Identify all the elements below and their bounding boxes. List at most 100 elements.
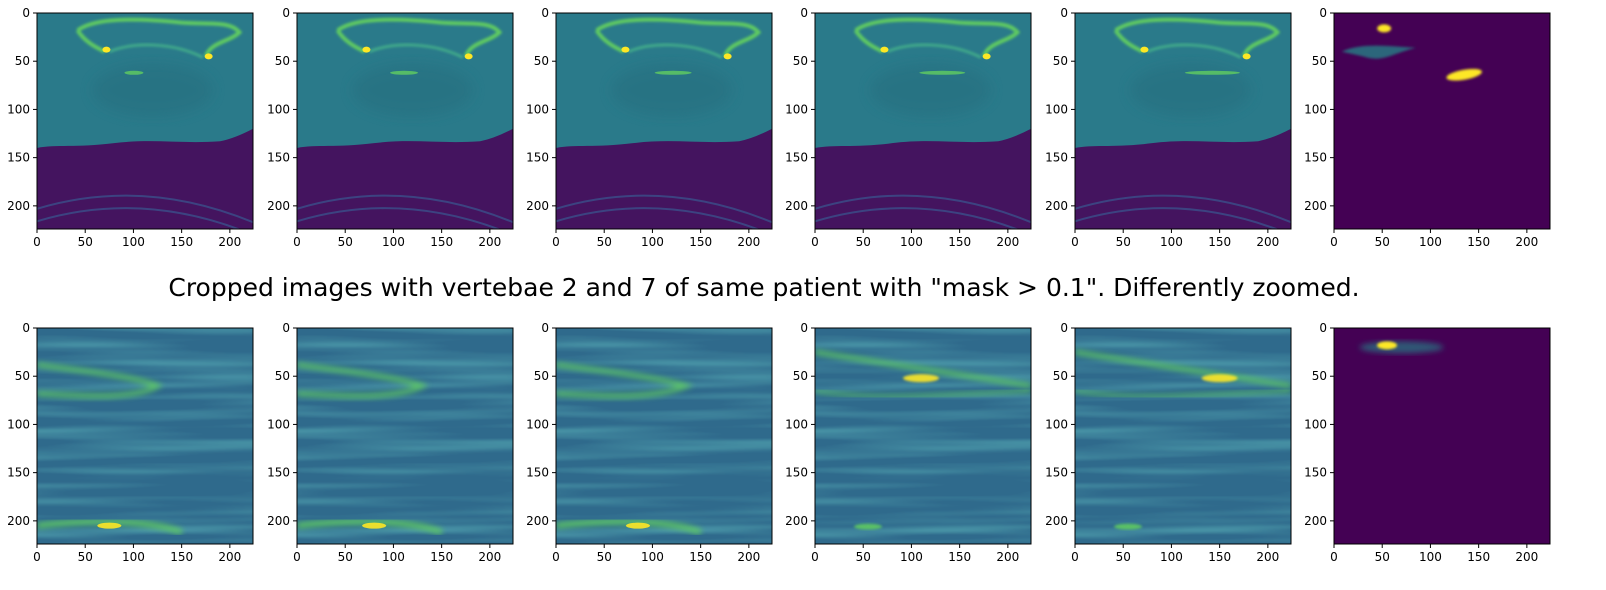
x-tick-label: 150 [430, 235, 453, 249]
x-tick-label: 0 [293, 550, 301, 564]
y-tick-label: 0 [1319, 321, 1327, 335]
y-tick-label: 0 [1060, 321, 1068, 335]
x-tick-label: 150 [948, 235, 971, 249]
x-tick-label: 50 [856, 550, 871, 564]
x-tick-label: 50 [597, 235, 612, 249]
y-tick-label: 150 [7, 466, 30, 480]
y-tick-label: 150 [1304, 466, 1327, 480]
x-tick-label: 0 [811, 550, 819, 564]
y-tick-label: 200 [785, 199, 808, 213]
x-tick-label: 100 [900, 235, 923, 249]
cropped-row-panel-4: 0 50 100 150 200 0 50 100 150 200 [785, 321, 1032, 564]
x-tick-label: 50 [1116, 550, 1131, 564]
y-tick-label: 50 [793, 369, 808, 383]
axes-frame [1074, 327, 1292, 545]
y-tick-label: 0 [1319, 6, 1327, 20]
y-tick-label: 150 [267, 466, 290, 480]
x-tick-label: 200 [1256, 550, 1279, 564]
y-tick-label: 150 [1045, 466, 1068, 480]
cropped-row-panel-6: 0 50 100 150 200 0 50 100 150 200 [1304, 321, 1551, 564]
ct-slice-image [814, 12, 1032, 230]
ct-slice-image [296, 12, 514, 230]
y-tick-label: 150 [785, 151, 808, 165]
y-tick-label: 50 [793, 54, 808, 68]
y-tick-label: 0 [541, 6, 549, 20]
x-tick-label: 0 [1330, 235, 1338, 249]
x-tick-label: 150 [1467, 235, 1490, 249]
x-tick-label: 0 [552, 550, 560, 564]
y-tick-label: 50 [1053, 369, 1068, 383]
x-tick-label: 50 [1375, 550, 1390, 564]
cropped-row: 0 50 100 150 200 0 50 100 150 200 0 50 100 150 200 0 50 1… [7, 321, 1551, 564]
x-tick-label: 150 [430, 550, 453, 564]
y-tick-label: 200 [1045, 199, 1068, 213]
x-tick-label: 50 [338, 235, 353, 249]
x-tick-label: 150 [948, 550, 971, 564]
x-tick-label: 100 [122, 235, 145, 249]
y-tick-label: 0 [282, 321, 290, 335]
zoom-slice-image [36, 327, 254, 545]
y-tick-label: 50 [1053, 54, 1068, 68]
axes-frame [814, 12, 1032, 230]
y-tick-label: 150 [526, 151, 549, 165]
axes-frame [555, 327, 773, 545]
x-tick-label: 50 [1116, 235, 1131, 249]
y-tick-label: 0 [22, 6, 30, 20]
x-tick-label: 100 [382, 235, 405, 249]
y-tick-label: 200 [267, 199, 290, 213]
y-tick-label: 50 [1312, 369, 1327, 383]
x-tick-label: 50 [78, 235, 93, 249]
y-tick-label: 100 [785, 417, 808, 431]
x-tick-label: 150 [689, 550, 712, 564]
y-tick-label: 50 [1312, 54, 1327, 68]
x-tick-label: 200 [478, 550, 501, 564]
axes-frame [1074, 12, 1292, 230]
y-tick-label: 200 [7, 199, 30, 213]
x-tick-label: 100 [641, 235, 664, 249]
axes-frame [1333, 12, 1551, 230]
y-tick-label: 200 [1304, 514, 1327, 528]
y-tick-label: 50 [534, 54, 549, 68]
y-tick-label: 50 [534, 369, 549, 383]
zoom-slice-image [814, 327, 1032, 545]
x-tick-label: 50 [856, 235, 871, 249]
x-tick-label: 0 [293, 235, 301, 249]
y-tick-label: 200 [7, 514, 30, 528]
x-tick-label: 0 [1330, 550, 1338, 564]
axes-frame [296, 12, 514, 230]
full-scan-row: 0 50 100 150 200 0 50 100 150 200 0 50 100 150 200 0 50 1… [7, 6, 1551, 249]
y-tick-label: 100 [1045, 417, 1068, 431]
zoom-slice-image [296, 327, 514, 545]
x-tick-label: 50 [1375, 235, 1390, 249]
y-tick-label: 150 [1304, 151, 1327, 165]
x-tick-label: 100 [1419, 550, 1442, 564]
axes-frame [296, 327, 514, 545]
y-tick-label: 100 [526, 417, 549, 431]
y-tick-label: 100 [1304, 417, 1327, 431]
full-scan-row-panel-1: 0 50 100 150 200 0 50 100 150 200 [7, 6, 254, 249]
zoom-slice-image [555, 327, 773, 545]
y-tick-label: 50 [275, 369, 290, 383]
y-tick-label: 200 [1304, 199, 1327, 213]
full-scan-row-panel-3: 0 50 100 150 200 0 50 100 150 200 [526, 6, 773, 249]
y-tick-label: 200 [526, 514, 549, 528]
x-tick-label: 200 [737, 550, 760, 564]
x-tick-label: 100 [1160, 235, 1183, 249]
axes-frame [1333, 327, 1551, 545]
x-tick-label: 50 [597, 550, 612, 564]
x-tick-label: 150 [689, 235, 712, 249]
y-tick-label: 0 [800, 321, 808, 335]
x-tick-label: 0 [811, 235, 819, 249]
x-tick-label: 100 [641, 550, 664, 564]
x-tick-label: 150 [1208, 235, 1231, 249]
x-tick-label: 200 [737, 235, 760, 249]
x-tick-label: 0 [33, 550, 41, 564]
cropped-row-panel-1: 0 50 100 150 200 0 50 100 150 200 [7, 321, 254, 564]
y-tick-label: 150 [7, 151, 30, 165]
x-tick-label: 200 [996, 235, 1019, 249]
mask-image [1333, 12, 1551, 230]
x-tick-label: 50 [338, 550, 353, 564]
figure-caption: Cropped images with vertebae 2 and 7 of … [168, 273, 1359, 302]
y-tick-label: 100 [7, 102, 30, 116]
